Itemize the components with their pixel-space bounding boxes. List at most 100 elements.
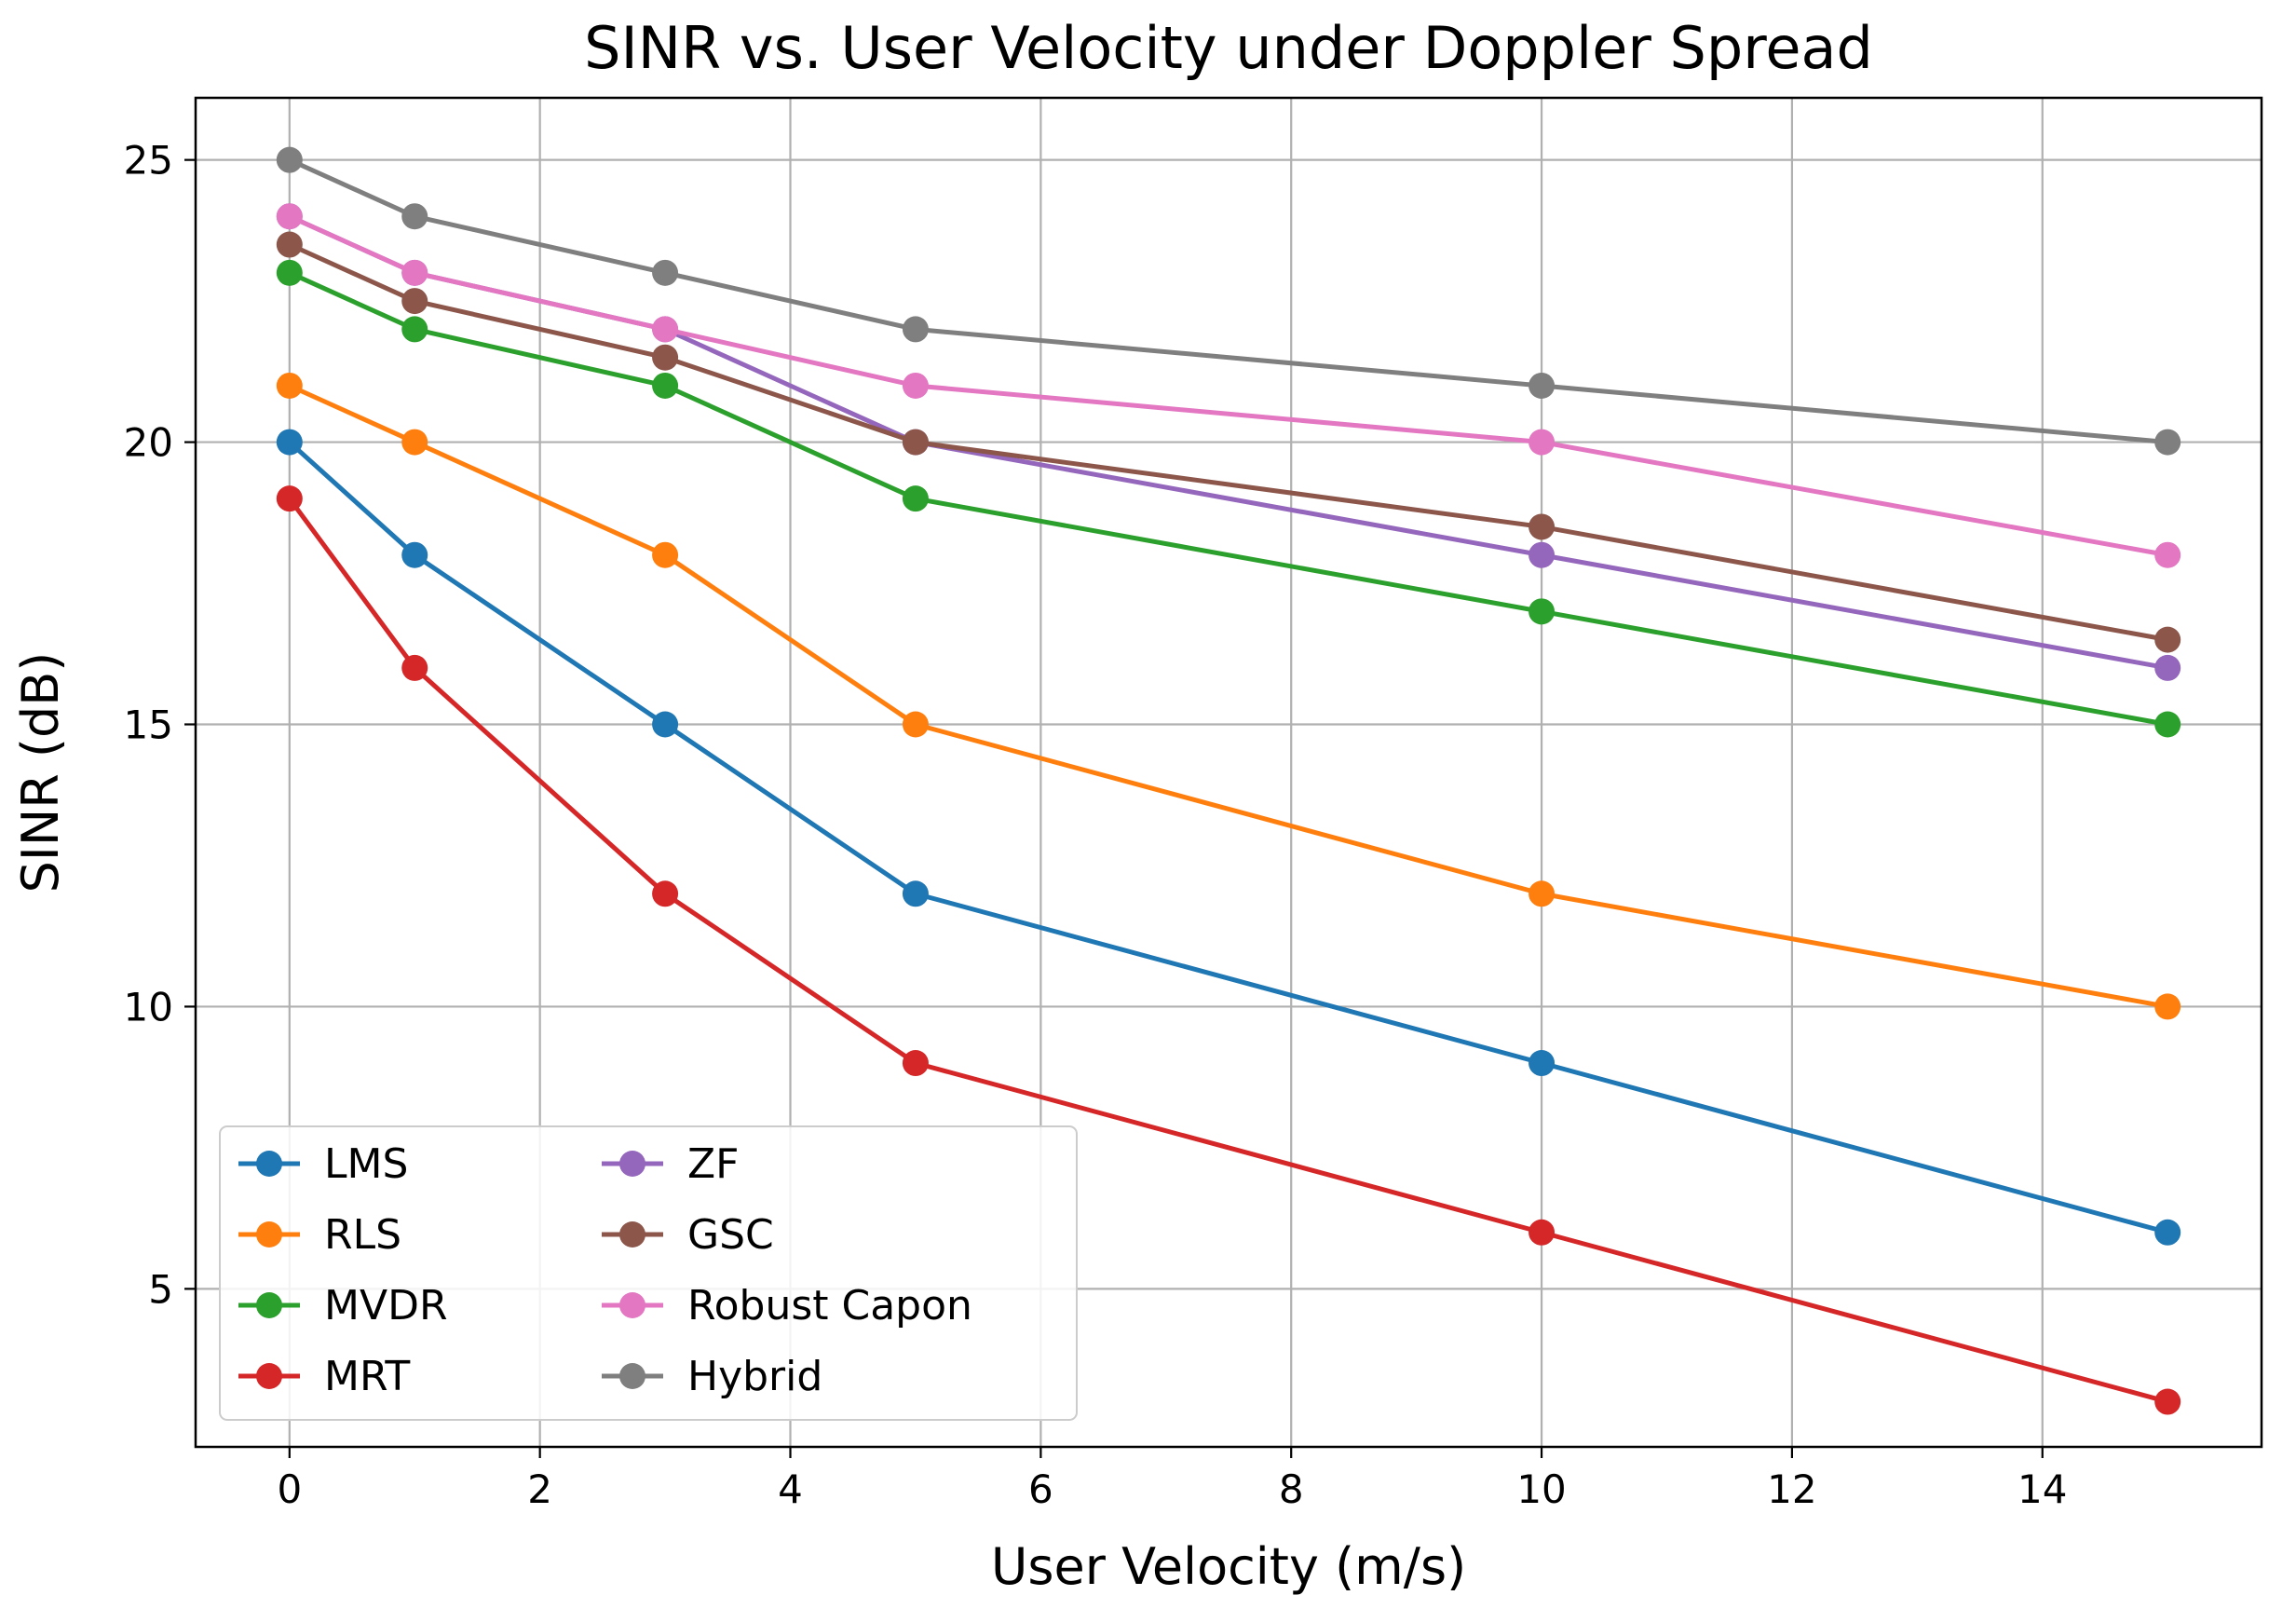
- series-line-rls: [288, 383, 2168, 1009]
- data-point-gsc: [2154, 626, 2181, 653]
- legend-label-hybrid: Hybrid: [687, 1353, 822, 1400]
- data-point-hybrid: [401, 203, 428, 230]
- data-point-mvdr: [652, 372, 679, 399]
- data-point-robust-capon: [401, 259, 428, 286]
- data-point-lms: [1528, 1050, 1556, 1077]
- data-point-mvdr: [401, 316, 428, 343]
- y-tick-label: 20: [124, 420, 173, 466]
- data-point-zf: [1528, 541, 1556, 568]
- series-line-robust-capon: [288, 213, 2168, 558]
- data-point-mrt: [652, 880, 679, 907]
- data-point-mvdr: [276, 259, 303, 286]
- legend-label-gsc: GSC: [687, 1211, 774, 1259]
- y-tick-label: 10: [124, 984, 173, 1029]
- legend-item-lms: LMS: [238, 1140, 408, 1188]
- data-point-mvdr: [2154, 711, 2181, 738]
- legend-label-mrt: MRT: [324, 1353, 410, 1400]
- data-point-lms: [2154, 1219, 2181, 1246]
- data-point-rls: [276, 372, 303, 399]
- data-point-hybrid: [1528, 372, 1556, 399]
- y-tick-label: 5: [148, 1266, 173, 1312]
- data-point-robust-capon: [652, 316, 679, 343]
- legend-item-robust-capon: Robust Capon: [602, 1282, 972, 1329]
- plot-frame: [194, 96, 2263, 1449]
- y-tick-label: 15: [124, 702, 173, 748]
- legend-marker-robust-capon: [619, 1292, 645, 1318]
- legend-marker-mrt: [256, 1363, 282, 1389]
- series-line-gsc: [288, 242, 2168, 643]
- data-point-rls: [902, 711, 929, 738]
- legend-label-lms: LMS: [324, 1140, 408, 1188]
- data-point-gsc: [902, 429, 929, 456]
- series-gsc: [276, 231, 2181, 653]
- x-tick-label: 10: [1516, 1466, 1566, 1512]
- legend-label-robust-capon: Robust Capon: [687, 1282, 972, 1329]
- data-point-gsc: [1528, 513, 1556, 540]
- data-point-lms: [276, 429, 303, 456]
- axis-ticks: 0 2 4 6 8 10 12 14 5 10 15 20 25: [124, 138, 2068, 1512]
- legend: LMS RLS MVDR MRT ZF GSC Robust Capon Hybrid: [219, 1125, 1078, 1421]
- legend-item-zf: ZF: [602, 1140, 739, 1188]
- y-tick-label: 25: [124, 138, 173, 184]
- data-point-rls: [1528, 880, 1556, 907]
- data-point-lms: [652, 711, 679, 738]
- data-point-mrt: [2154, 1388, 2181, 1415]
- series-line-mvdr: [288, 270, 2168, 727]
- data-point-mrt: [1528, 1219, 1556, 1246]
- legend-label-mvdr: MVDR: [324, 1282, 448, 1329]
- x-tick-label: 14: [2017, 1466, 2067, 1512]
- legend-item-mvdr: MVDR: [238, 1282, 448, 1329]
- legend-marker-lms: [256, 1151, 282, 1177]
- data-point-mvdr: [1528, 598, 1556, 625]
- data-point-mvdr: [902, 485, 929, 512]
- data-point-zf: [2154, 654, 2181, 681]
- legend-marker-rls: [256, 1221, 282, 1248]
- data-point-hybrid: [2154, 429, 2181, 456]
- series-hybrid: [276, 146, 2181, 456]
- legend-marker-gsc: [619, 1221, 645, 1248]
- data-point-hybrid: [902, 316, 929, 343]
- x-tick-label: 12: [1767, 1466, 1816, 1512]
- legend-item-mrt: MRT: [238, 1353, 410, 1400]
- legend-label-rls: RLS: [324, 1211, 401, 1259]
- data-point-hybrid: [276, 146, 303, 173]
- data-point-gsc: [652, 344, 679, 371]
- legend-item-rls: RLS: [238, 1211, 401, 1259]
- y-axis-title: SINR (dB): [11, 652, 70, 893]
- x-axis-title: User Velocity (m/s): [991, 1537, 1466, 1596]
- series-lms: [276, 429, 2181, 1246]
- legend-marker-mvdr: [256, 1292, 282, 1318]
- series-mrt: [276, 485, 2181, 1415]
- x-tick-label: 8: [1279, 1466, 1304, 1512]
- x-tick-label: 6: [1028, 1466, 1053, 1512]
- x-tick-label: 4: [778, 1466, 803, 1512]
- legend-marker-hybrid: [619, 1363, 645, 1389]
- data-point-robust-capon: [2154, 541, 2181, 568]
- series-line-hybrid: [288, 157, 2168, 445]
- series-line-lms: [288, 440, 2168, 1235]
- series-rls: [276, 372, 2181, 1020]
- data-point-rls: [2154, 993, 2181, 1020]
- data-point-robust-capon: [902, 372, 929, 399]
- data-point-mrt: [401, 654, 428, 681]
- data-point-hybrid: [652, 259, 679, 286]
- chart-title: SINR vs. User Velocity under Doppler Spr…: [584, 14, 1873, 82]
- data-point-mrt: [276, 485, 303, 512]
- legend-marker-zf: [619, 1151, 645, 1177]
- legend-item-gsc: GSC: [602, 1211, 774, 1259]
- series-mvdr: [276, 259, 2181, 738]
- x-tick-label: 0: [277, 1466, 302, 1512]
- data-point-mrt: [902, 1050, 929, 1077]
- legend-label-zf: ZF: [687, 1140, 739, 1188]
- series-robust-capon: [276, 203, 2181, 568]
- data-point-rls: [401, 429, 428, 456]
- data-point-gsc: [401, 288, 428, 315]
- data-point-robust-capon: [276, 203, 303, 230]
- data-point-robust-capon: [1528, 429, 1556, 456]
- x-tick-label: 2: [527, 1466, 552, 1512]
- data-point-lms: [902, 880, 929, 907]
- series-line-mrt: [287, 497, 2168, 1404]
- plot-series: [276, 146, 2181, 1415]
- legend-box: [219, 1125, 1078, 1421]
